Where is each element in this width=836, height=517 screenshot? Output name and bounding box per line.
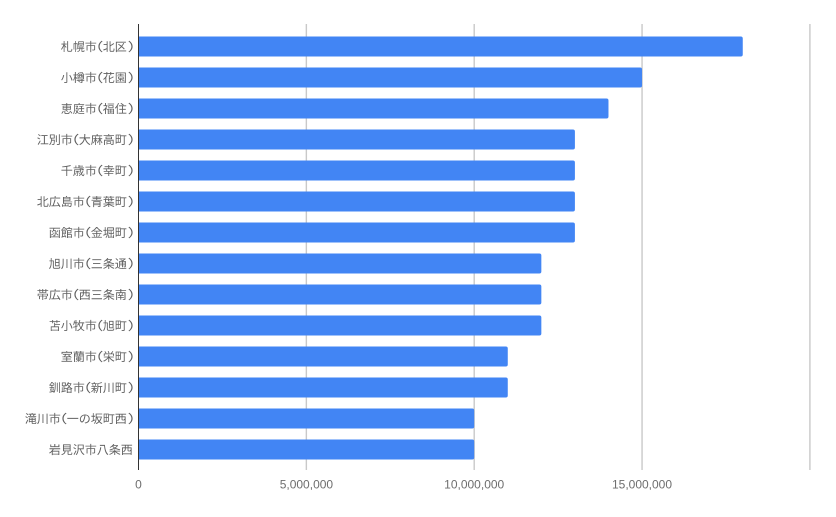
svg-text:10,000,000: 10,000,000 [444, 478, 504, 492]
svg-text:0: 0 [135, 478, 142, 492]
svg-text:15,000,000: 15,000,000 [612, 478, 672, 492]
svg-text:5,000,000: 5,000,000 [280, 478, 334, 492]
